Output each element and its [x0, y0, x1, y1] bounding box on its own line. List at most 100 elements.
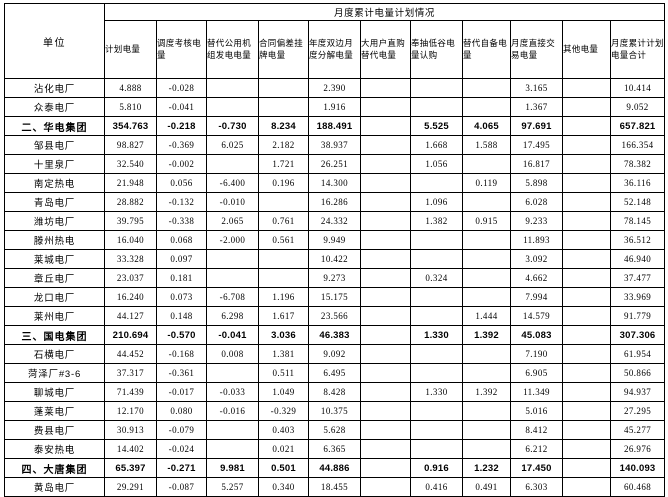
cell-value: [562, 230, 611, 250]
cell-value: 6.905: [510, 363, 563, 383]
cell-value: [206, 268, 259, 288]
cell-unit-name: 莱城电厂: [4, 249, 105, 269]
table-row: 泰安热电 14.402 -0.024 0.021 6.365 6.212 26.976: [4, 439, 666, 459]
cell-value: [462, 363, 511, 383]
cell-value: -0.010: [206, 192, 259, 212]
cell-unit-name: 滕州热电: [4, 230, 105, 250]
cell-value: -0.132: [156, 192, 207, 212]
cell-value: [206, 420, 259, 440]
table-row: 莱城电厂 33.328 0.097 10.422 3.092 46.940: [4, 249, 666, 269]
table-row: 石横电厂 44.452 -0.168 0.008 1.381 9.092 7.190 61.9…: [4, 344, 666, 364]
cell-value: 0.916: [410, 458, 463, 478]
cell-value: [462, 287, 511, 307]
cell-value: 17.495: [510, 135, 563, 155]
cell-value: 9.949: [308, 230, 361, 250]
cell-value: [360, 211, 411, 231]
cell-value: 97.691: [510, 116, 563, 136]
cell-value: 37.477: [609, 268, 666, 288]
table-row-group-total: 二、华电集团 354.763 -0.218 -0.730 8.234 188.491 5.5…: [4, 116, 666, 136]
cell-value: [410, 401, 463, 421]
cell-value: 44.886: [308, 458, 361, 478]
cell-value: 8.412: [510, 420, 563, 440]
cell-value: 0.073: [156, 287, 207, 307]
cell-value: 1.196: [258, 287, 309, 307]
cell-value: 0.119: [462, 173, 511, 193]
cell-value: [360, 249, 411, 269]
cell-value: 140.093: [609, 458, 666, 478]
cell-value: [360, 382, 411, 402]
cell-value: [410, 306, 463, 326]
cell-value: 46.383: [308, 325, 361, 345]
cell-value: [410, 287, 463, 307]
cell-value: [410, 78, 463, 98]
table-row: 黄岛电厂 29.291 -0.087 5.257 0.340 18.455 0.416 0.4…: [4, 477, 666, 497]
cell-value: -0.361: [156, 363, 207, 383]
cell-value: [562, 154, 611, 174]
cell-unit-name: 沾化电厂: [4, 78, 105, 98]
cell-value: 15.175: [308, 287, 361, 307]
cell-value: [410, 439, 463, 459]
electricity-plan-table: 单位 月度累计电量计划情况 计划电量 调度考核电量 替代公用机组发电电量 合同偏…: [4, 3, 666, 497]
cell-value: [360, 97, 411, 117]
cell-value: 1.721: [258, 154, 309, 174]
cell-value: 9.273: [308, 268, 361, 288]
cell-value: 0.008: [206, 344, 259, 364]
cell-value: 307.306: [609, 325, 666, 345]
cell-value: 11.893: [510, 230, 563, 250]
cell-value: [206, 97, 259, 117]
cell-value: [258, 192, 309, 212]
cell-value: [462, 192, 511, 212]
cell-value: 1.232: [462, 458, 511, 478]
cell-value: [462, 154, 511, 174]
cell-value: 30.913: [104, 420, 157, 440]
cell-value: [360, 344, 411, 364]
cell-value: 0.501: [258, 458, 309, 478]
cell-value: 6.303: [510, 477, 563, 497]
cell-value: 9.052: [609, 97, 666, 117]
cell-value: 9.981: [206, 458, 259, 478]
cell-value: [360, 116, 411, 136]
cell-value: 5.257: [206, 477, 259, 497]
table-row-group-total: 三、国电集团 210.694 -0.570 -0.041 3.036 46.383 1.33…: [4, 325, 666, 345]
cell-value: 0.196: [258, 173, 309, 193]
cell-value: 188.491: [308, 116, 361, 136]
cell-value: -0.028: [156, 78, 207, 98]
table-row: 滕州热电 16.040 0.068 -2.000 0.561 9.949 11.893 36.…: [4, 230, 666, 250]
column-header-annual-bilateral: 年度双边月度分解电量: [308, 20, 361, 79]
cell-value: 5.525: [410, 116, 463, 136]
cell-value: 14.300: [308, 173, 361, 193]
cell-value: 16.040: [104, 230, 157, 250]
cell-unit-name: 聊城电厂: [4, 382, 105, 402]
cell-unit-name: 二、华电集团: [4, 116, 105, 136]
cell-value: 2.182: [258, 135, 309, 155]
cell-value: 1.392: [462, 325, 511, 345]
cell-value: 0.080: [156, 401, 207, 421]
cell-value: 1.617: [258, 306, 309, 326]
column-header-plan-power: 计划电量: [104, 20, 157, 79]
cell-unit-name: 蓬莱电厂: [4, 401, 105, 421]
cell-unit-name: 莱州电厂: [4, 306, 105, 326]
cell-value: [206, 154, 259, 174]
table-row: 邹县电厂 98.827 -0.369 6.025 2.182 38.937 1.668 1.5…: [4, 135, 666, 155]
cell-value: 0.324: [410, 268, 463, 288]
column-header-monthly-direct-trade: 月度直接交易电量: [510, 20, 563, 79]
cell-value: 0.340: [258, 477, 309, 497]
cell-value: [562, 344, 611, 364]
cell-value: [360, 268, 411, 288]
table-head: 单位 月度累计电量计划情况 计划电量 调度考核电量 替代公用机组发电电量 合同偏…: [4, 3, 666, 79]
cell-value: -2.000: [206, 230, 259, 250]
cell-value: [562, 173, 611, 193]
cell-value: 1.668: [410, 135, 463, 155]
cell-value: 1.588: [462, 135, 511, 155]
cell-value: 3.036: [258, 325, 309, 345]
cell-value: [562, 306, 611, 326]
cell-value: 5.810: [104, 97, 157, 117]
cell-value: [562, 268, 611, 288]
column-header-other-power: 其他电量: [562, 20, 611, 79]
cell-value: [462, 344, 511, 364]
cell-value: 17.450: [510, 458, 563, 478]
cell-value: [410, 97, 463, 117]
cell-value: [462, 268, 511, 288]
cell-value: [258, 97, 309, 117]
cell-value: 5.016: [510, 401, 563, 421]
